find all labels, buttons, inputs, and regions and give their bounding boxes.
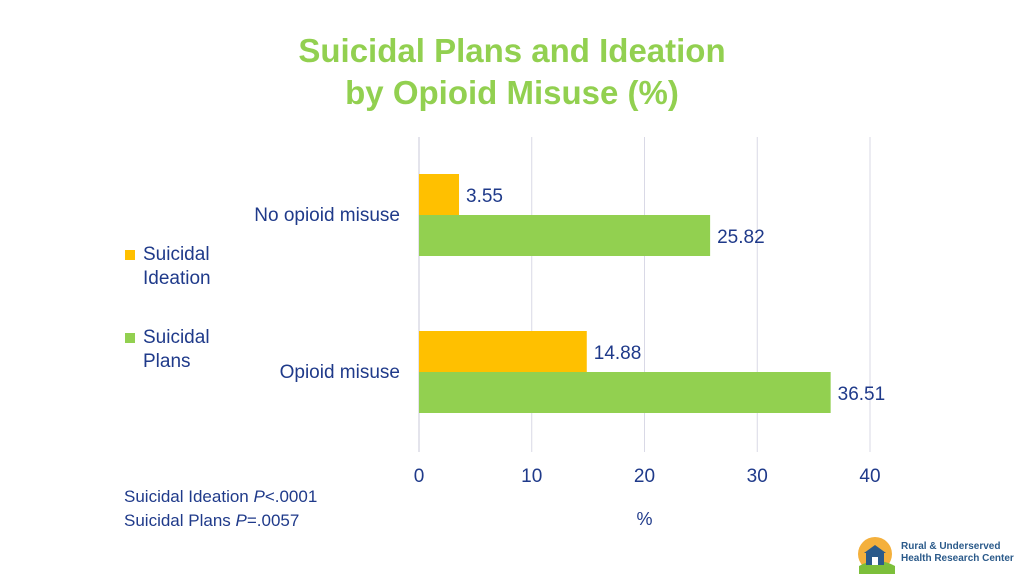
x-tick-label-0: 0 xyxy=(414,466,425,487)
x-tick-label-30: 30 xyxy=(747,466,768,487)
data-label-no-misuse-ideation: 3.55 xyxy=(466,186,503,207)
data-label-no-misuse-plans: 25.82 xyxy=(717,227,765,248)
x-tick-label-40: 40 xyxy=(859,466,880,487)
logo-text-line-1: Rural & Underserved xyxy=(901,541,1001,552)
bar-misuse-plans xyxy=(419,372,831,413)
organization-logo: Rural & Underserved Health Research Cent… xyxy=(855,532,1023,574)
note-plans: Suicidal Plans P=.0057 xyxy=(124,511,300,530)
legend-label-ideation-line1: Suicidal xyxy=(143,244,210,265)
legend-label-ideation-line2: Ideation xyxy=(143,268,211,289)
category-label-no-misuse: No opioid misuse xyxy=(254,205,400,226)
data-label-misuse-ideation: 14.88 xyxy=(594,343,642,364)
category-label-misuse: Opioid misuse xyxy=(280,362,400,383)
x-tick-label-10: 10 xyxy=(521,466,542,487)
bar-no-misuse-ideation xyxy=(419,174,460,215)
bar-no-misuse-plans xyxy=(419,215,711,256)
legend-swatch-ideation xyxy=(125,250,135,260)
barn-sun-logo-icon xyxy=(858,537,895,574)
data-label-misuse-plans: 36.51 xyxy=(838,384,886,405)
legend-label-plans-line2: Plans xyxy=(143,351,191,372)
significance-notes: Suicidal Ideation P<.0001 Suicidal Plans… xyxy=(124,485,317,533)
legend-swatch-plans xyxy=(125,333,135,343)
x-axis-label: % xyxy=(636,509,652,529)
bar-misuse-ideation xyxy=(419,331,587,372)
logo-text-line-2: Health Research Center xyxy=(901,553,1014,564)
note-ideation: Suicidal Ideation P<.0001 xyxy=(124,487,318,506)
chart-title-line-2: by Opioid Misuse (%) xyxy=(345,74,679,111)
x-tick-label-20: 20 xyxy=(634,466,655,487)
chart-title: Suicidal Plans and Ideation by Opioid Mi… xyxy=(0,30,1024,114)
chart-title-line-1: Suicidal Plans and Ideation xyxy=(298,32,726,69)
legend-label-plans-line1: Suicidal xyxy=(143,327,210,348)
